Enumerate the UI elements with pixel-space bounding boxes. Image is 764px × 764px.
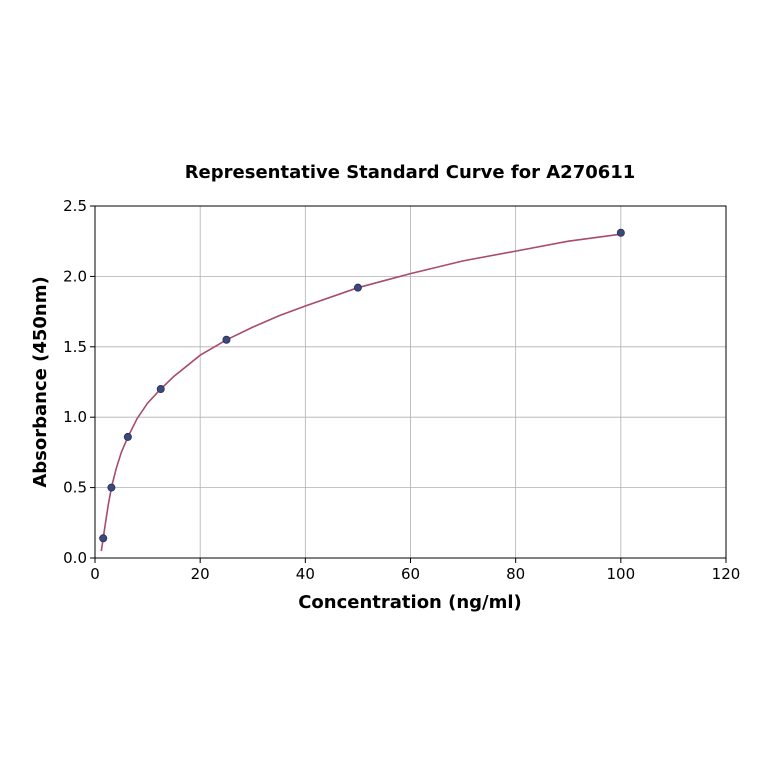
x-tick-label: 80 (506, 565, 525, 583)
data-point (123, 432, 132, 441)
y-tick-label: 1.5 (63, 338, 87, 356)
x-tick-label: 40 (296, 565, 315, 583)
data-point (156, 385, 165, 394)
grid-layer (94, 205, 727, 559)
data-point (107, 483, 116, 492)
fitted-curve (100, 233, 621, 552)
x-axis-ticks: 0 20 40 60 80 100 120 (90, 558, 740, 583)
y-tick-label: 0.5 (63, 479, 87, 497)
y-tick-label: 1.0 (63, 408, 87, 426)
y-tick-label: 0.0 (63, 549, 87, 567)
y-tick-label: 2.5 (63, 197, 87, 215)
x-axis-title: Concentration (ng/ml) (298, 592, 522, 613)
y-tick-label: 2.0 (63, 267, 87, 285)
x-tick-label: 20 (191, 565, 210, 583)
y-axis-ticks: 0.0 0.5 1.0 1.5 2.0 2.5 (63, 197, 95, 567)
x-tick-label: 100 (607, 565, 636, 583)
data-point (616, 228, 625, 237)
chart-title: Representative Standard Curve for A27061… (185, 162, 636, 183)
data-point (222, 335, 231, 344)
x-tick-label: 0 (90, 565, 100, 583)
data-point (99, 534, 108, 543)
x-tick-label: 120 (712, 565, 741, 583)
curve-layer (100, 233, 621, 552)
y-axis-title: Absorbance (450nm) (30, 276, 51, 487)
points-layer (99, 228, 625, 543)
x-tick-label: 60 (401, 565, 420, 583)
data-point (353, 283, 362, 292)
